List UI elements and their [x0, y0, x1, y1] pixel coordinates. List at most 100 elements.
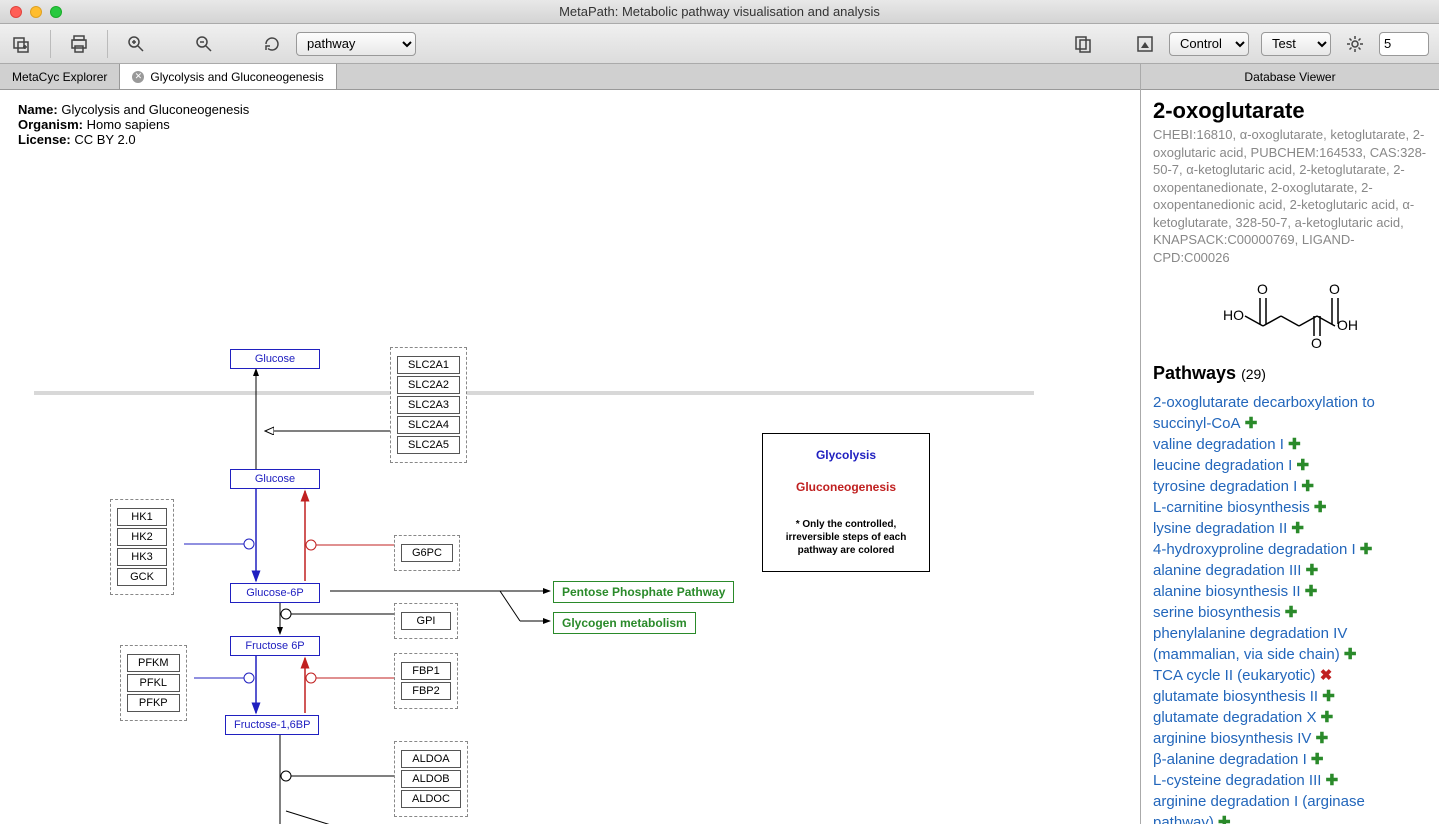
gear-icon[interactable]	[1343, 32, 1367, 56]
pathway-list-item[interactable]: arginine biosynthesis IV ✚	[1153, 728, 1427, 749]
plus-icon[interactable]: ✚	[1311, 730, 1328, 747]
print-icon[interactable]	[67, 32, 91, 56]
plus-icon[interactable]: ✚	[1292, 457, 1309, 474]
pathway-list-item[interactable]: 2-oxoglutarate decarboxylation to succin…	[1153, 392, 1427, 434]
plus-icon[interactable]: ✚	[1318, 688, 1335, 705]
pathway-list-item[interactable]: L-carnitine biosynthesis ✚	[1153, 497, 1427, 518]
plus-icon[interactable]: ✚	[1301, 562, 1318, 579]
plus-icon[interactable]: ✚	[1316, 709, 1333, 726]
pathway-link[interactable]: phenylalanine degradation IV (mammalian,…	[1153, 625, 1347, 663]
enzyme-node[interactable]: GCK	[117, 568, 167, 586]
enzyme-node[interactable]: PFKM	[127, 654, 180, 672]
enzyme-node[interactable]: GPI	[401, 612, 451, 630]
minimize-icon[interactable]	[30, 6, 42, 18]
plus-icon[interactable]: ✚	[1310, 499, 1327, 516]
pathway-link[interactable]: glutamate biosynthesis II	[1153, 688, 1318, 705]
pathway-link[interactable]: alanine degradation III	[1153, 562, 1301, 579]
pathway-list-item[interactable]: serine biosynthesis ✚	[1153, 602, 1427, 623]
plus-icon[interactable]: ✚	[1307, 751, 1324, 768]
maximize-icon[interactable]	[50, 6, 62, 18]
enzyme-node[interactable]: PFKP	[127, 694, 180, 712]
pathway-list-item[interactable]: alanine degradation III ✚	[1153, 560, 1427, 581]
pathway-list-item[interactable]: tyrosine degradation I ✚	[1153, 476, 1427, 497]
enzyme-node[interactable]: ALDOB	[401, 770, 461, 788]
pathway-link[interactable]: arginine degradation I (arginase pathway…	[1153, 793, 1365, 824]
new-window-icon[interactable]	[10, 32, 34, 56]
plus-icon[interactable]: ✚	[1214, 814, 1231, 824]
tab-glycolysis[interactable]: ✕Glycolysis and Gluconeogenesis	[120, 64, 336, 89]
plus-icon[interactable]: ✚	[1287, 520, 1304, 537]
enzyme-node[interactable]: ALDOC	[401, 790, 461, 808]
enzyme-node[interactable]: SLC2A4	[397, 416, 460, 434]
enzyme-node[interactable]: PFKL	[127, 674, 180, 692]
tab-metacyc-explorer[interactable]: MetaCyc Explorer	[0, 64, 120, 89]
pathway-list-item[interactable]: alanine biosynthesis II ✚	[1153, 581, 1427, 602]
pathway-organism: Homo sapiens	[87, 117, 170, 132]
enzyme-node[interactable]: HK1	[117, 508, 167, 526]
pathway-link[interactable]: L-carnitine biosynthesis	[1153, 499, 1310, 516]
pathway-list-item[interactable]: TCA cycle II (eukaryotic) ✖	[1153, 665, 1427, 686]
metabolite-node[interactable]: Glucose	[230, 349, 320, 369]
metabolite-node[interactable]: Glucose	[230, 469, 320, 489]
pathway-link[interactable]: β-alanine degradation I	[1153, 751, 1307, 768]
test-selector[interactable]: Test	[1261, 32, 1331, 56]
pathway-link[interactable]: L-cysteine degradation III	[1153, 772, 1321, 789]
pathway-list-item[interactable]: valine degradation I ✚	[1153, 434, 1427, 455]
pathway-link[interactable]: TCA cycle II (eukaryotic)	[1153, 667, 1316, 684]
pathway-link-node[interactable]: Glycogen metabolism	[553, 612, 696, 634]
pathway-list-item[interactable]: 4-hydroxyproline degradation I ✚	[1153, 539, 1427, 560]
enzyme-node[interactable]: SLC2A5	[397, 436, 460, 454]
pathway-link[interactable]: alanine biosynthesis II	[1153, 583, 1301, 600]
metabolite-node[interactable]: Fructose-1,6BP	[225, 715, 319, 735]
pathway-link[interactable]: serine biosynthesis	[1153, 604, 1281, 621]
zoom-out-icon[interactable]	[192, 32, 216, 56]
metabolite-node[interactable]: Fructose 6P	[230, 636, 320, 656]
pathway-list-item[interactable]: leucine degradation I ✚	[1153, 455, 1427, 476]
control-selector[interactable]: Control	[1169, 32, 1249, 56]
plus-icon[interactable]: ✚	[1301, 583, 1318, 600]
export-icon[interactable]	[1133, 32, 1157, 56]
pathway-list-item[interactable]: arginine degradation I (arginase pathway…	[1153, 791, 1427, 824]
pathway-link[interactable]: 2-oxoglutarate decarboxylation to succin…	[1153, 394, 1375, 432]
plus-icon[interactable]: ✚	[1297, 478, 1314, 495]
pathway-list-item[interactable]: glutamate degradation X ✚	[1153, 707, 1427, 728]
zoom-in-icon[interactable]	[124, 32, 148, 56]
enzyme-node[interactable]: HK2	[117, 528, 167, 546]
enzyme-node[interactable]: HK3	[117, 548, 167, 566]
pathway-link[interactable]: glutamate degradation X	[1153, 709, 1316, 726]
enzyme-node[interactable]: G6PC	[401, 544, 453, 562]
enzyme-node[interactable]: FBP1	[401, 662, 451, 680]
plus-icon[interactable]: ✚	[1321, 772, 1338, 789]
plus-icon[interactable]: ✚	[1284, 436, 1301, 453]
pathway-list-item[interactable]: glutamate biosynthesis II ✚	[1153, 686, 1427, 707]
close-icon[interactable]	[10, 6, 22, 18]
plus-icon[interactable]: ✚	[1340, 646, 1357, 663]
pathway-link-node[interactable]: Pentose Phosphate Pathway	[553, 581, 734, 603]
enzyme-node[interactable]: SLC2A1	[397, 356, 460, 374]
pathway-list-item[interactable]: lysine degradation II ✚	[1153, 518, 1427, 539]
left-panel: MetaCyc Explorer ✕Glycolysis and Glucone…	[0, 64, 1141, 824]
pathway-selector[interactable]: pathway	[296, 32, 416, 56]
close-icon[interactable]: ✕	[132, 71, 144, 83]
pathway-list-item[interactable]: L-cysteine degradation III ✚	[1153, 770, 1427, 791]
enzyme-node[interactable]: SLC2A2	[397, 376, 460, 394]
plus-icon[interactable]: ✚	[1281, 604, 1298, 621]
metabolite-node[interactable]: Glucose-6P	[230, 583, 320, 603]
enzyme-node[interactable]: FBP2	[401, 682, 451, 700]
pathway-list-item[interactable]: β-alanine degradation I ✚	[1153, 749, 1427, 770]
pathway-link[interactable]: arginine biosynthesis IV	[1153, 730, 1311, 747]
refresh-icon[interactable]	[260, 32, 284, 56]
enzyme-node[interactable]: ALDOA	[401, 750, 461, 768]
enzyme-node[interactable]: SLC2A3	[397, 396, 460, 414]
plus-icon[interactable]: ✚	[1356, 541, 1373, 558]
pathway-link[interactable]: valine degradation I	[1153, 436, 1284, 453]
x-icon[interactable]: ✖	[1316, 667, 1333, 684]
pathway-link[interactable]: lysine degradation II	[1153, 520, 1287, 537]
pathway-list-item[interactable]: phenylalanine degradation IV (mammalian,…	[1153, 623, 1427, 665]
copy-icon[interactable]	[1071, 32, 1095, 56]
pathway-link[interactable]: tyrosine degradation I	[1153, 478, 1297, 495]
pathway-link[interactable]: 4-hydroxyproline degradation I	[1153, 541, 1356, 558]
number-input[interactable]	[1379, 32, 1429, 56]
plus-icon[interactable]: ✚	[1241, 415, 1258, 432]
pathway-link[interactable]: leucine degradation I	[1153, 457, 1292, 474]
